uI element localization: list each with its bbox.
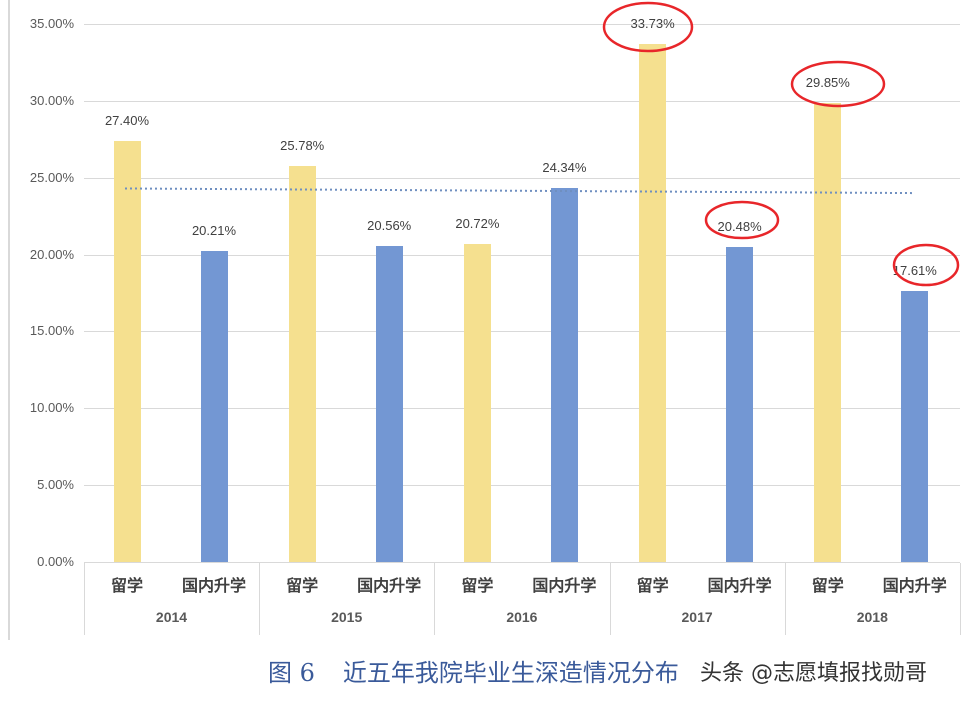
y-tick-label: 25.00%	[29, 169, 74, 185]
category-label: 留学	[110, 578, 143, 595]
category-label: 留学	[811, 578, 844, 595]
gridline	[84, 100, 960, 102]
watermark: 头条 @志愿填报找勋哥	[700, 661, 927, 686]
bar-abroad-2014	[113, 140, 141, 562]
y-tick-label: 10.00%	[29, 400, 74, 416]
data-label: 20.56%	[367, 217, 412, 233]
y-tick-label: 0.00%	[37, 554, 74, 569]
caption-text: 近五年我院毕业生深造情况分布	[342, 659, 679, 687]
year-label: 2017	[681, 609, 713, 625]
year-label: 2015	[331, 609, 363, 625]
year-label: 2014	[155, 609, 188, 625]
trendline	[124, 187, 916, 195]
category-label: 留学	[286, 578, 319, 595]
bar-abroad-2016	[463, 243, 491, 562]
category-label: 留学	[461, 578, 494, 595]
group-separator	[960, 563, 961, 635]
year-label: 2016	[506, 609, 538, 625]
group-separator	[84, 563, 85, 635]
year-label: 2018	[856, 609, 888, 625]
category-label: 国内升学	[532, 578, 597, 595]
category-label: 国内升学	[882, 578, 947, 595]
gridline	[84, 254, 960, 256]
data-label: 33.73%	[630, 15, 675, 31]
data-label: 25.78%	[280, 137, 325, 153]
group-separator	[784, 563, 786, 635]
bar-domestic-2017	[726, 247, 754, 562]
bar-domestic-2014	[200, 251, 228, 562]
red-circle-annotation	[892, 243, 960, 287]
red-circle-annotation	[790, 60, 886, 108]
y-tick-label: 20.00%	[29, 246, 74, 262]
y-tick-label: 5.00%	[37, 477, 74, 493]
gridline	[84, 331, 960, 333]
group-separator	[609, 563, 611, 635]
red-circle-annotation	[704, 200, 780, 240]
category-label: 国内升学	[357, 578, 422, 595]
y-tick-label: 15.00%	[29, 323, 74, 339]
gridline	[84, 24, 960, 25]
bar-domestic-2016	[550, 187, 578, 562]
figure-caption: 图 6 近五年我院毕业生深造情况分布	[268, 653, 679, 688]
group-separator	[434, 563, 436, 635]
data-label: 17.61%	[892, 263, 937, 279]
bar-abroad-2017	[639, 43, 667, 562]
group-separator	[259, 563, 261, 635]
gridline	[84, 485, 960, 487]
bar-domestic-2015	[375, 245, 403, 562]
data-label: 20.72%	[455, 215, 500, 231]
data-label: 20.48%	[717, 219, 762, 235]
category-label: 国内升学	[181, 578, 246, 595]
category-label: 国内升学	[707, 578, 772, 595]
data-label: 20.21%	[191, 223, 237, 239]
gridline	[84, 177, 960, 179]
data-label: 27.40%	[104, 112, 150, 128]
bar-domestic-2018	[901, 291, 929, 562]
x-axis-line	[84, 562, 960, 563]
red-circle-annotation	[602, 1, 694, 53]
figure-number: 图 6	[268, 659, 315, 687]
y-tick-label: 30.00%	[29, 92, 74, 108]
y-tick-label: 35.00%	[29, 16, 74, 31]
data-label: 24.34%	[542, 159, 587, 175]
data-label: 29.85%	[805, 75, 850, 91]
frame-border	[8, 0, 10, 640]
bar-abroad-2018	[814, 103, 842, 562]
category-label: 留学	[636, 578, 669, 595]
gridline	[84, 408, 960, 410]
bar-abroad-2015	[288, 165, 316, 562]
